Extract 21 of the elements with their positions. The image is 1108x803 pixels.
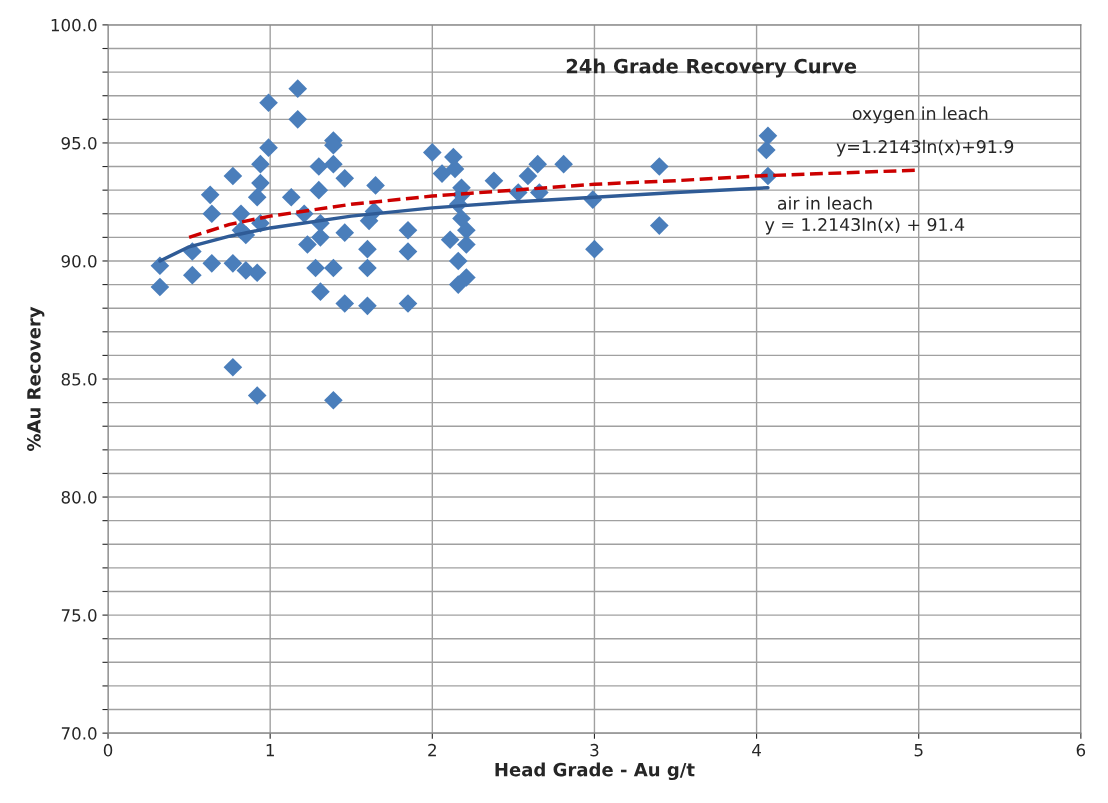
x-tick-label: 4 <box>752 744 761 757</box>
y-tick-label: 90.0 <box>61 254 97 268</box>
annotation: air in leach <box>777 196 872 210</box>
y-tick-label: 100.0 <box>51 18 97 32</box>
x-tick-label: 1 <box>266 744 274 757</box>
annotation: oxygen in leach <box>852 106 988 124</box>
x-tick-label: 6 <box>1076 743 1086 757</box>
y-tick-label: 80.0 <box>61 491 97 504</box>
x-tick-label: 5 <box>914 744 923 757</box>
x-axis-title: Head Grade - Au g/t <box>495 762 695 781</box>
y-tick-label: 75.0 <box>61 609 97 622</box>
x-tick-label: 3 <box>590 743 599 757</box>
y-tick-label: 85.0 <box>61 372 97 386</box>
annotation: y=1.2143ln(x)+91.9 <box>836 139 1014 157</box>
y-axis-title: %Au Recovery <box>27 306 45 452</box>
annotation: y = 1.2143ln(x) + 91.4 <box>765 217 965 235</box>
y-tick-label: 70.0 <box>61 727 97 740</box>
x-tick-label: 0 <box>103 743 113 757</box>
y-tick-label: 95.0 <box>61 136 97 150</box>
x-tick-label: 2 <box>428 743 436 757</box>
text: 24h Grade Recovery Curve <box>566 58 857 78</box>
